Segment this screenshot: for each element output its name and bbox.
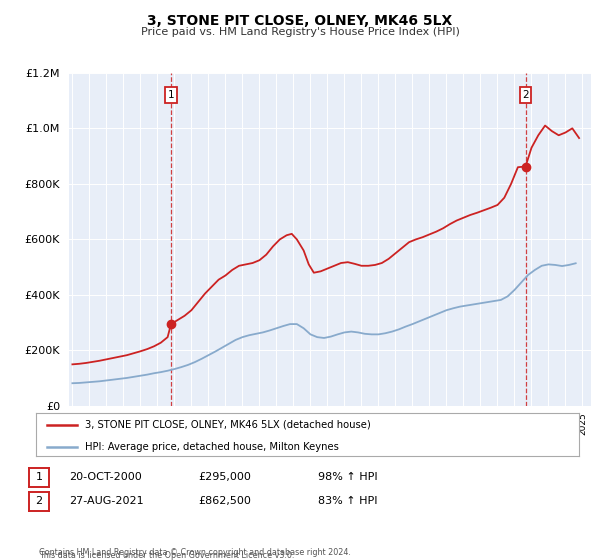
Text: This data is licensed under the Open Government Licence v3.0.: This data is licensed under the Open Gov… <box>39 551 295 560</box>
Text: 3, STONE PIT CLOSE, OLNEY, MK46 5LX: 3, STONE PIT CLOSE, OLNEY, MK46 5LX <box>148 14 452 28</box>
Text: 20-OCT-2000: 20-OCT-2000 <box>69 472 142 482</box>
Text: £862,500: £862,500 <box>198 496 251 506</box>
Text: 27-AUG-2021: 27-AUG-2021 <box>69 496 143 506</box>
Text: 1: 1 <box>168 90 175 100</box>
Text: HPI: Average price, detached house, Milton Keynes: HPI: Average price, detached house, Milt… <box>85 442 339 452</box>
Text: 98% ↑ HPI: 98% ↑ HPI <box>318 472 377 482</box>
Text: 2: 2 <box>35 496 43 506</box>
Text: Contains HM Land Registry data © Crown copyright and database right 2024.: Contains HM Land Registry data © Crown c… <box>39 548 351 557</box>
Text: Price paid vs. HM Land Registry's House Price Index (HPI): Price paid vs. HM Land Registry's House … <box>140 27 460 37</box>
Text: 3, STONE PIT CLOSE, OLNEY, MK46 5LX (detached house): 3, STONE PIT CLOSE, OLNEY, MK46 5LX (det… <box>85 420 371 430</box>
Text: 83% ↑ HPI: 83% ↑ HPI <box>318 496 377 506</box>
Text: 2: 2 <box>522 90 529 100</box>
Text: £295,000: £295,000 <box>198 472 251 482</box>
Text: 1: 1 <box>35 472 43 482</box>
